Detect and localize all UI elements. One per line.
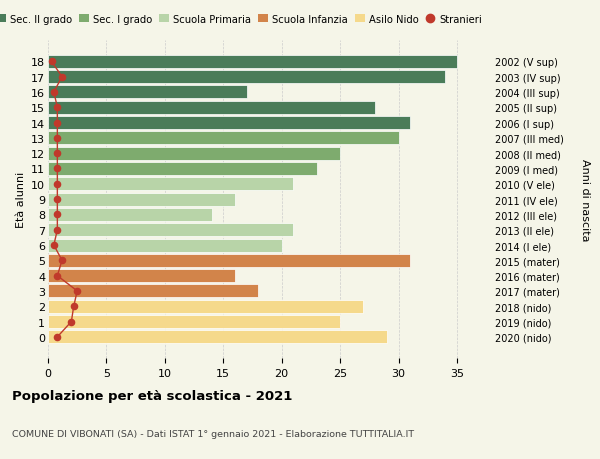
Bar xyxy=(48,254,410,267)
Bar xyxy=(48,56,457,69)
Point xyxy=(53,333,62,341)
Point xyxy=(53,272,62,280)
Bar xyxy=(48,147,340,160)
Bar xyxy=(48,208,212,221)
Point xyxy=(53,150,62,157)
Point xyxy=(67,318,76,325)
Bar xyxy=(48,330,387,344)
Bar xyxy=(48,86,247,99)
Text: COMUNE DI VIBONATI (SA) - Dati ISTAT 1° gennaio 2021 - Elaborazione TUTTITALIA.I: COMUNE DI VIBONATI (SA) - Dati ISTAT 1° … xyxy=(12,429,414,438)
Point xyxy=(57,74,67,81)
Bar xyxy=(48,285,259,298)
Y-axis label: Età alunni: Età alunni xyxy=(16,172,26,228)
Bar xyxy=(48,193,235,206)
Point xyxy=(53,227,62,234)
Bar xyxy=(48,162,317,176)
Y-axis label: Anni di nascita: Anni di nascita xyxy=(580,158,590,241)
Point xyxy=(49,242,59,249)
Point xyxy=(73,288,82,295)
Bar xyxy=(48,300,364,313)
Point xyxy=(49,89,59,96)
Legend: Sec. II grado, Sec. I grado, Scuola Primaria, Scuola Infanzia, Asilo Nido, Stran: Sec. II grado, Sec. I grado, Scuola Prim… xyxy=(0,15,482,25)
Bar xyxy=(48,269,235,283)
Point xyxy=(57,257,67,264)
Point xyxy=(53,211,62,218)
Point xyxy=(53,165,62,173)
Bar xyxy=(48,132,398,145)
Bar xyxy=(48,239,281,252)
Point xyxy=(69,303,79,310)
Point xyxy=(47,59,56,66)
Bar xyxy=(48,224,293,237)
Point xyxy=(53,196,62,203)
Text: Popolazione per età scolastica - 2021: Popolazione per età scolastica - 2021 xyxy=(12,389,292,403)
Point xyxy=(53,104,62,112)
Bar xyxy=(48,101,375,114)
Bar xyxy=(48,178,293,191)
Point xyxy=(53,120,62,127)
Bar xyxy=(48,117,410,130)
Bar xyxy=(48,315,340,328)
Point xyxy=(53,135,62,142)
Bar xyxy=(48,71,445,84)
Point xyxy=(53,181,62,188)
